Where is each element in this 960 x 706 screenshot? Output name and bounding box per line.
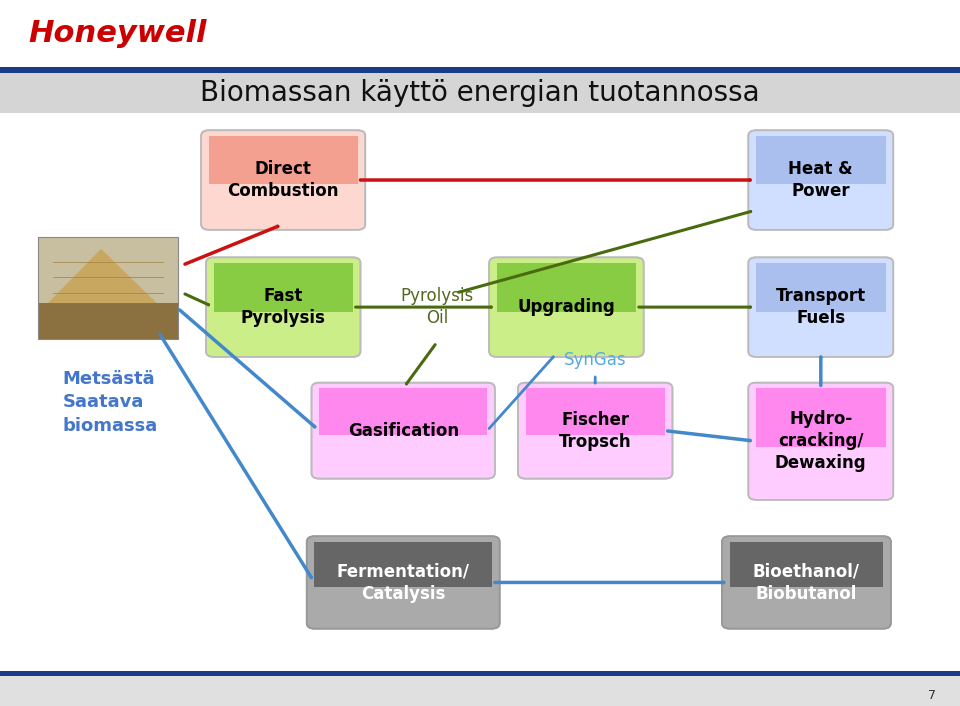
Bar — [0, 671, 960, 676]
FancyBboxPatch shape — [201, 130, 365, 230]
Bar — [0, 0, 960, 67]
FancyBboxPatch shape — [749, 130, 893, 230]
FancyBboxPatch shape — [518, 383, 672, 479]
Text: Gasification: Gasification — [348, 421, 459, 440]
Text: SynGas: SynGas — [564, 351, 627, 369]
FancyBboxPatch shape — [526, 388, 664, 435]
Text: Pyrolysis
Oil: Pyrolysis Oil — [400, 287, 473, 327]
FancyBboxPatch shape — [208, 136, 357, 184]
Text: Fischer
Tropsch: Fischer Tropsch — [559, 411, 632, 450]
Text: Upgrading: Upgrading — [517, 298, 615, 316]
Text: 7: 7 — [928, 689, 936, 702]
FancyBboxPatch shape — [489, 258, 643, 357]
Bar — [38, 237, 178, 303]
FancyBboxPatch shape — [756, 263, 885, 311]
FancyBboxPatch shape — [311, 383, 495, 479]
Text: Honeywell: Honeywell — [29, 19, 207, 48]
Text: Biomassan käyttö energian tuotannossa: Biomassan käyttö energian tuotannossa — [201, 79, 759, 107]
FancyBboxPatch shape — [722, 537, 891, 629]
Text: Fast
Pyrolysis: Fast Pyrolysis — [241, 287, 325, 327]
FancyBboxPatch shape — [749, 258, 893, 357]
Text: Hydro-
cracking/
Dewaxing: Hydro- cracking/ Dewaxing — [775, 410, 867, 472]
Text: Bioethanol/
Biobutanol: Bioethanol/ Biobutanol — [753, 563, 860, 602]
Bar — [38, 303, 178, 339]
Bar — [0, 73, 960, 113]
FancyBboxPatch shape — [307, 537, 499, 629]
Bar — [0, 113, 960, 671]
FancyBboxPatch shape — [756, 136, 885, 184]
FancyBboxPatch shape — [213, 263, 352, 311]
Polygon shape — [48, 249, 178, 303]
Text: Transport
Fuels: Transport Fuels — [776, 287, 866, 327]
FancyBboxPatch shape — [315, 542, 492, 587]
Text: Fermentation/
Catalysis: Fermentation/ Catalysis — [337, 563, 469, 602]
Bar — [38, 237, 178, 339]
FancyBboxPatch shape — [319, 388, 488, 435]
FancyBboxPatch shape — [730, 542, 883, 587]
Text: Direct
Combustion: Direct Combustion — [228, 160, 339, 200]
FancyBboxPatch shape — [749, 383, 893, 500]
FancyBboxPatch shape — [205, 258, 360, 357]
FancyBboxPatch shape — [756, 388, 885, 447]
Text: Metsästä
Saatava
biomassa: Metsästä Saatava biomassa — [62, 370, 157, 435]
Bar — [0, 676, 960, 706]
FancyBboxPatch shape — [497, 263, 636, 311]
Text: Heat &
Power: Heat & Power — [788, 160, 853, 200]
Bar — [0, 67, 960, 73]
